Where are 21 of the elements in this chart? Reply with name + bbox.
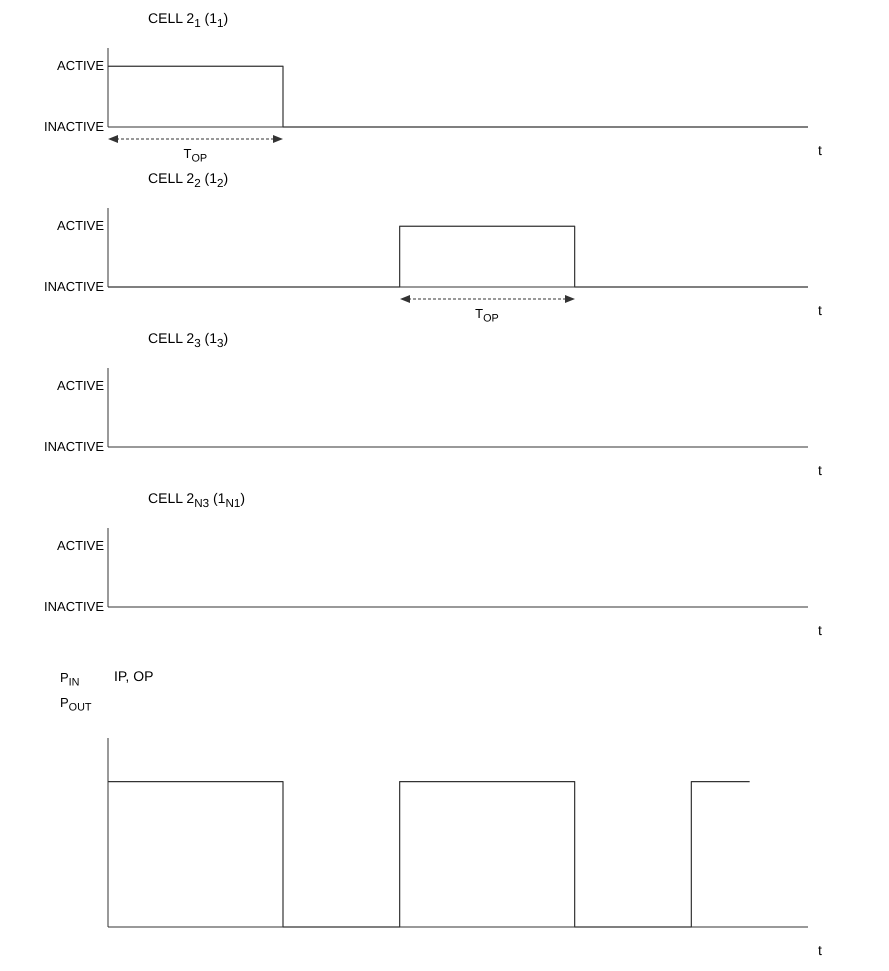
text: INACTIVE (44, 119, 104, 134)
text: ACTIVE (57, 218, 104, 234)
text: T$_{OP}$ (184, 146, 208, 165)
text: INACTIVE (44, 279, 104, 294)
text: T$_{OP}$ (475, 306, 499, 325)
chart-title: IP, OP (114, 668, 154, 684)
text: ACTIVE (57, 58, 104, 74)
text: INACTIVE (44, 599, 104, 614)
text: CELL 2$_{N3}$ (1$_{N1}$) (148, 490, 246, 510)
text: ACTIVE (57, 378, 104, 394)
chart-title: CELL 2$_{1}$ (1$_{1}$) (148, 10, 228, 30)
text: INACTIVE (44, 439, 104, 454)
text: CELL 2$_{3}$ (1$_{3}$) (148, 330, 228, 350)
x-axis-title: t (818, 302, 822, 318)
text: ACTIVE (57, 538, 104, 554)
text: t (818, 462, 822, 478)
x-axis-title: t (818, 942, 822, 958)
x-axis-title: t (818, 142, 822, 158)
text: t (818, 622, 822, 638)
chart-title: CELL 2$_{2}$ (1$_{2}$) (148, 170, 228, 190)
y-axis-title: P$_{IN}$ P$_{OUT}$ (60, 670, 92, 714)
